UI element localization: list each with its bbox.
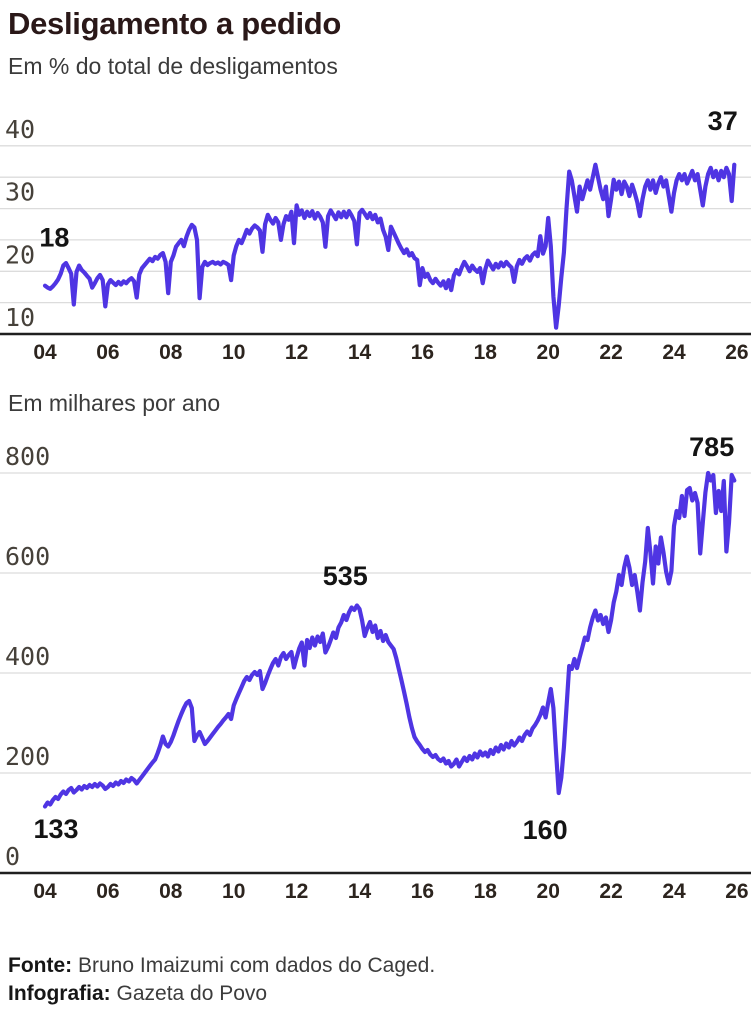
x-axis-label: 04 — [33, 341, 57, 364]
y-axis-label: 200 — [5, 742, 50, 771]
y-axis-label: 30 — [5, 178, 35, 207]
x-axis-label: 26 — [725, 341, 748, 364]
x-axis-label: 06 — [96, 341, 119, 364]
source-line: Fonte: Bruno Imaizumi com dados do Caged… — [8, 952, 435, 980]
x-axis-label: 18 — [474, 880, 498, 903]
x-axis-label: 12 — [285, 880, 308, 903]
x-axis-label: 08 — [159, 341, 183, 364]
x-axis-label: 20 — [537, 880, 560, 903]
x-axis-label: 10 — [222, 880, 245, 903]
x-axis-label: 20 — [537, 341, 560, 364]
credit-line: Infografia: Gazeta do Povo — [8, 980, 435, 1008]
x-axis-label: 22 — [599, 880, 622, 903]
y-axis-label: 800 — [5, 442, 50, 471]
annotation-label: 160 — [523, 815, 568, 845]
x-axis-label: 08 — [159, 880, 183, 903]
bottom-chart-subtitle: Em milhares por ano — [8, 390, 221, 416]
x-axis-label: 24 — [662, 341, 686, 364]
y-axis-label: 400 — [5, 642, 50, 671]
credit-text: Gazeta do Povo — [116, 982, 268, 1005]
x-axis-label: 22 — [599, 341, 622, 364]
annotation-label: 37 — [708, 106, 738, 136]
x-axis-label: 16 — [411, 880, 434, 903]
x-axis-label: 24 — [662, 880, 686, 903]
annotation-label: 535 — [323, 561, 368, 591]
x-axis-label: 06 — [96, 880, 119, 903]
y-axis-label: 40 — [5, 115, 35, 144]
page-title: Desligamento a pedido — [8, 6, 342, 41]
annotation-label: 18 — [39, 222, 69, 252]
y-axis-label: 10 — [5, 303, 35, 332]
x-axis-label: 26 — [725, 880, 748, 903]
annotation-label: 133 — [33, 814, 78, 844]
y-axis-label: 600 — [5, 542, 50, 571]
x-axis-label: 14 — [348, 341, 372, 364]
source-label: Fonte: — [8, 954, 73, 977]
x-axis-label: 10 — [222, 341, 245, 364]
data-line — [42, 470, 737, 809]
top-chart-subtitle: Em % do total de desligamentos — [8, 53, 338, 79]
y-axis-label: 0 — [5, 842, 20, 871]
x-axis-label: 16 — [411, 341, 434, 364]
data-line — [42, 162, 737, 330]
x-axis-label: 04 — [33, 880, 57, 903]
source-text: Bruno Imaizumi com dados do Caged. — [78, 954, 436, 977]
x-axis-label: 12 — [285, 341, 308, 364]
annotation-label: 785 — [689, 432, 734, 462]
y-axis-label: 20 — [5, 240, 35, 269]
x-axis-label: 18 — [474, 341, 498, 364]
credit-label: Infografia: — [8, 982, 111, 1005]
x-axis-label: 14 — [348, 880, 372, 903]
footer: Fonte: Bruno Imaizumi com dados do Caged… — [8, 952, 435, 1008]
